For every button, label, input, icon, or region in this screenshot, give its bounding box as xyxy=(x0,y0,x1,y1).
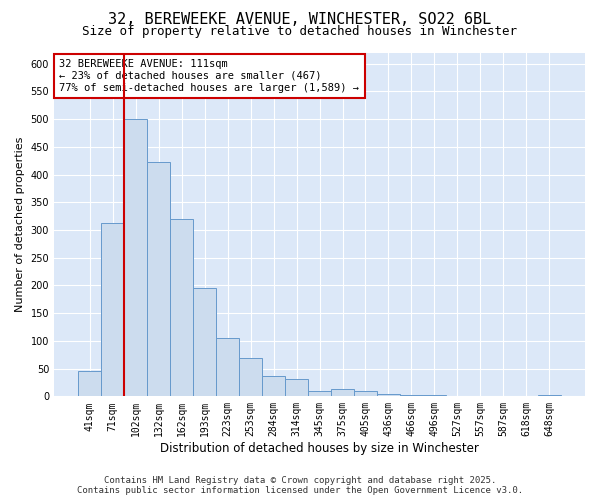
Bar xyxy=(538,394,561,396)
Bar xyxy=(101,224,124,396)
Bar xyxy=(216,338,239,396)
Bar xyxy=(193,288,216,397)
Bar xyxy=(170,219,193,396)
Bar xyxy=(78,372,101,396)
Text: 32, BEREWEEKE AVENUE, WINCHESTER, SO22 6BL: 32, BEREWEEKE AVENUE, WINCHESTER, SO22 6… xyxy=(109,12,491,28)
Bar xyxy=(239,358,262,397)
Y-axis label: Number of detached properties: Number of detached properties xyxy=(15,136,25,312)
Bar xyxy=(308,391,331,396)
Bar xyxy=(147,162,170,396)
Bar xyxy=(423,395,446,396)
Bar xyxy=(400,395,423,396)
Text: Size of property relative to detached houses in Winchester: Size of property relative to detached ho… xyxy=(83,25,517,38)
Bar xyxy=(124,119,147,396)
X-axis label: Distribution of detached houses by size in Winchester: Distribution of detached houses by size … xyxy=(160,442,479,455)
Text: Contains HM Land Registry data © Crown copyright and database right 2025.
Contai: Contains HM Land Registry data © Crown c… xyxy=(77,476,523,495)
Text: 32 BEREWEEKE AVENUE: 111sqm
← 23% of detached houses are smaller (467)
77% of se: 32 BEREWEEKE AVENUE: 111sqm ← 23% of det… xyxy=(59,60,359,92)
Bar xyxy=(377,394,400,396)
Bar xyxy=(262,376,285,396)
Bar xyxy=(354,392,377,396)
Bar xyxy=(331,389,354,396)
Bar xyxy=(285,378,308,396)
